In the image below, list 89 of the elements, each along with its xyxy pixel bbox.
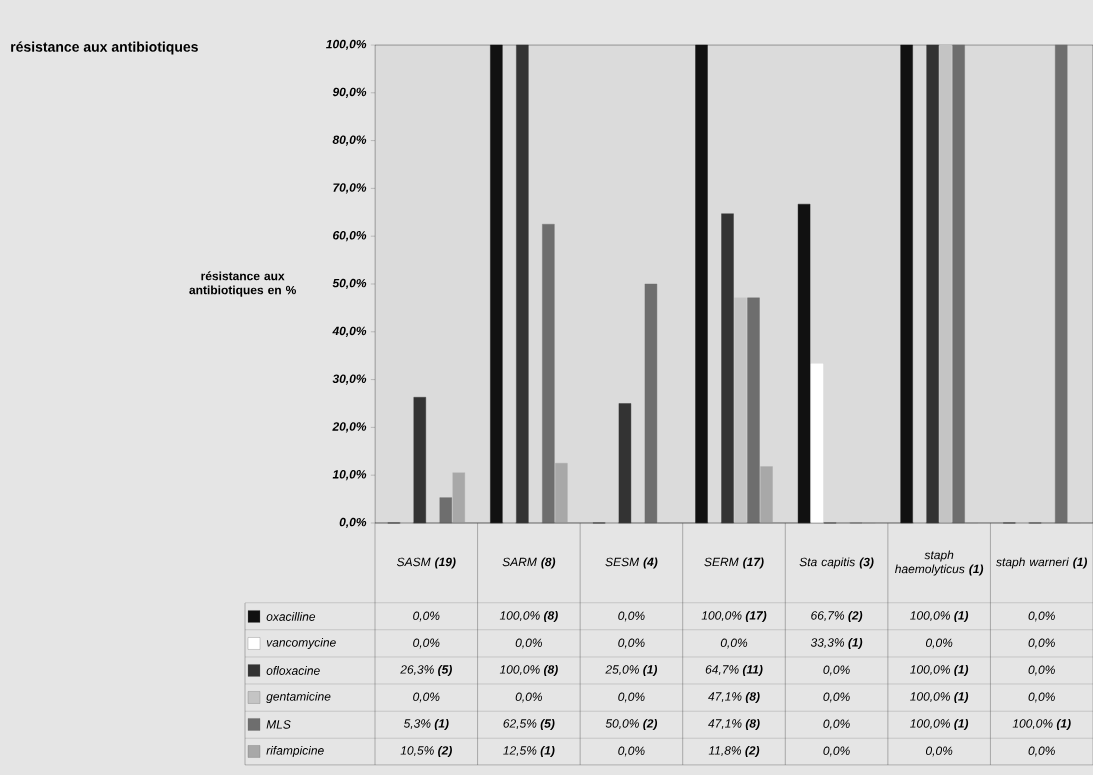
bar xyxy=(516,44,529,524)
data-label: 25,0% (1) xyxy=(605,664,658,677)
bar xyxy=(810,363,824,524)
y-tick-label: 80,0% xyxy=(332,135,367,146)
data-label: 62,5% (5) xyxy=(503,718,555,731)
data-label: 100,0% (17) xyxy=(701,610,767,623)
bar xyxy=(452,472,465,524)
bar xyxy=(695,44,708,524)
data-label: 47,1% (8) xyxy=(708,718,760,731)
data-label: 0,0% xyxy=(1028,638,1055,649)
bar xyxy=(439,497,452,524)
legend-label: rifampicine xyxy=(266,745,324,758)
bar xyxy=(721,213,734,524)
data-label: 0,0% xyxy=(618,611,645,622)
bar xyxy=(734,297,747,524)
y-tick-label: 20,0% xyxy=(332,422,367,433)
text: résistance aux antibiotiques xyxy=(11,41,198,55)
legend-label: vancomycine xyxy=(266,637,336,650)
bar xyxy=(797,203,811,524)
data-label: 0,0% xyxy=(925,638,953,649)
data-label: 0,0% xyxy=(515,638,543,649)
data-label: 11,8% (2) xyxy=(708,745,760,758)
x-tick-label: SERM (17) xyxy=(704,557,764,569)
y-tick-label: 50,0% xyxy=(332,278,367,290)
data-label: 0,0% xyxy=(925,746,953,757)
data-label: 100,0% (1) xyxy=(1012,718,1071,731)
data-label: 0,0% xyxy=(1028,611,1055,622)
data-label: 100,0% (8) xyxy=(499,610,558,623)
bar xyxy=(618,403,632,524)
bar xyxy=(939,44,952,524)
data-label: 12,5% (1) xyxy=(503,745,555,758)
x-tick-label: SARM (8) xyxy=(502,557,556,569)
bar xyxy=(1055,44,1068,524)
data-label: 0,0% xyxy=(823,692,850,703)
bar xyxy=(926,44,939,524)
data-label: 100,0% (1) xyxy=(910,718,969,731)
bar xyxy=(490,44,503,524)
data-label: 0,0% xyxy=(823,665,850,676)
data-label: 0,0% xyxy=(1028,665,1055,676)
y-tick-label: 70,0% xyxy=(333,183,367,194)
data-label: 0,0% xyxy=(618,638,645,649)
y-tick-label: 10,0% xyxy=(332,470,367,481)
y-tick-label: 30,0% xyxy=(332,374,367,385)
legend-label: MLS xyxy=(266,720,291,729)
y-tick-label: 60,0% xyxy=(333,231,367,242)
legend-label: gentamicine xyxy=(266,691,331,704)
data-label: 26,3% (5) xyxy=(400,664,452,677)
data-label: 0,0% xyxy=(413,692,440,703)
data-label: 0,0% xyxy=(618,692,645,703)
bar xyxy=(952,44,965,524)
data-label: 0,0% xyxy=(413,611,440,622)
bar xyxy=(760,466,773,524)
x-tick-label: staph warneri (1) xyxy=(996,557,1088,569)
data-label: 0,0% xyxy=(823,746,850,757)
bar xyxy=(555,463,568,524)
data-label: 0,0% xyxy=(1028,692,1055,703)
data-label: 0,0% xyxy=(720,638,748,649)
data-label: 64,7% (11) xyxy=(705,664,763,677)
bar xyxy=(413,397,426,524)
data-label: 47,1% (8) xyxy=(708,691,760,704)
data-label: 0,0% xyxy=(413,638,440,649)
x-tick-label: staph haemolyticus (1) xyxy=(895,550,984,576)
bar xyxy=(900,44,913,524)
data-label: 5,3% (1) xyxy=(403,718,449,731)
y-tick-label: 90,0% xyxy=(332,87,367,98)
legend-label: oxacilline xyxy=(266,612,316,621)
y-tick-label: 40,0% xyxy=(332,326,367,337)
x-tick-label: Sta capitis (3) xyxy=(799,557,874,569)
data-label: 0,0% xyxy=(823,719,850,730)
legend-label: ofloxacine xyxy=(266,666,320,675)
bar xyxy=(644,283,658,524)
bar xyxy=(542,224,555,524)
data-label: 0,0% xyxy=(618,746,645,757)
data-label: 100,0% (1) xyxy=(910,610,969,623)
x-tick-label: SESM (4) xyxy=(605,557,658,569)
data-label: 0,0% xyxy=(1028,746,1055,757)
data-label: 66,7% (2) xyxy=(811,610,863,623)
y-tick-label: 100,0% xyxy=(326,39,367,51)
data-label: 10,5% (2) xyxy=(400,745,452,758)
data-label: 100,0% (8) xyxy=(499,664,558,677)
data-label: 50,0% (2) xyxy=(605,718,658,731)
bar xyxy=(747,297,760,524)
data-label: 33,3% (1) xyxy=(810,637,863,650)
y-tick-label: 0,0% xyxy=(339,517,367,529)
x-tick-label: SASM (19) xyxy=(396,557,456,569)
data-label: 100,0% (1) xyxy=(910,664,969,677)
data-label: 0,0% xyxy=(515,692,543,703)
y-axis-title: résistance aux antibiotiques en % xyxy=(189,271,296,297)
data-label: 100,0% (1) xyxy=(910,691,969,704)
